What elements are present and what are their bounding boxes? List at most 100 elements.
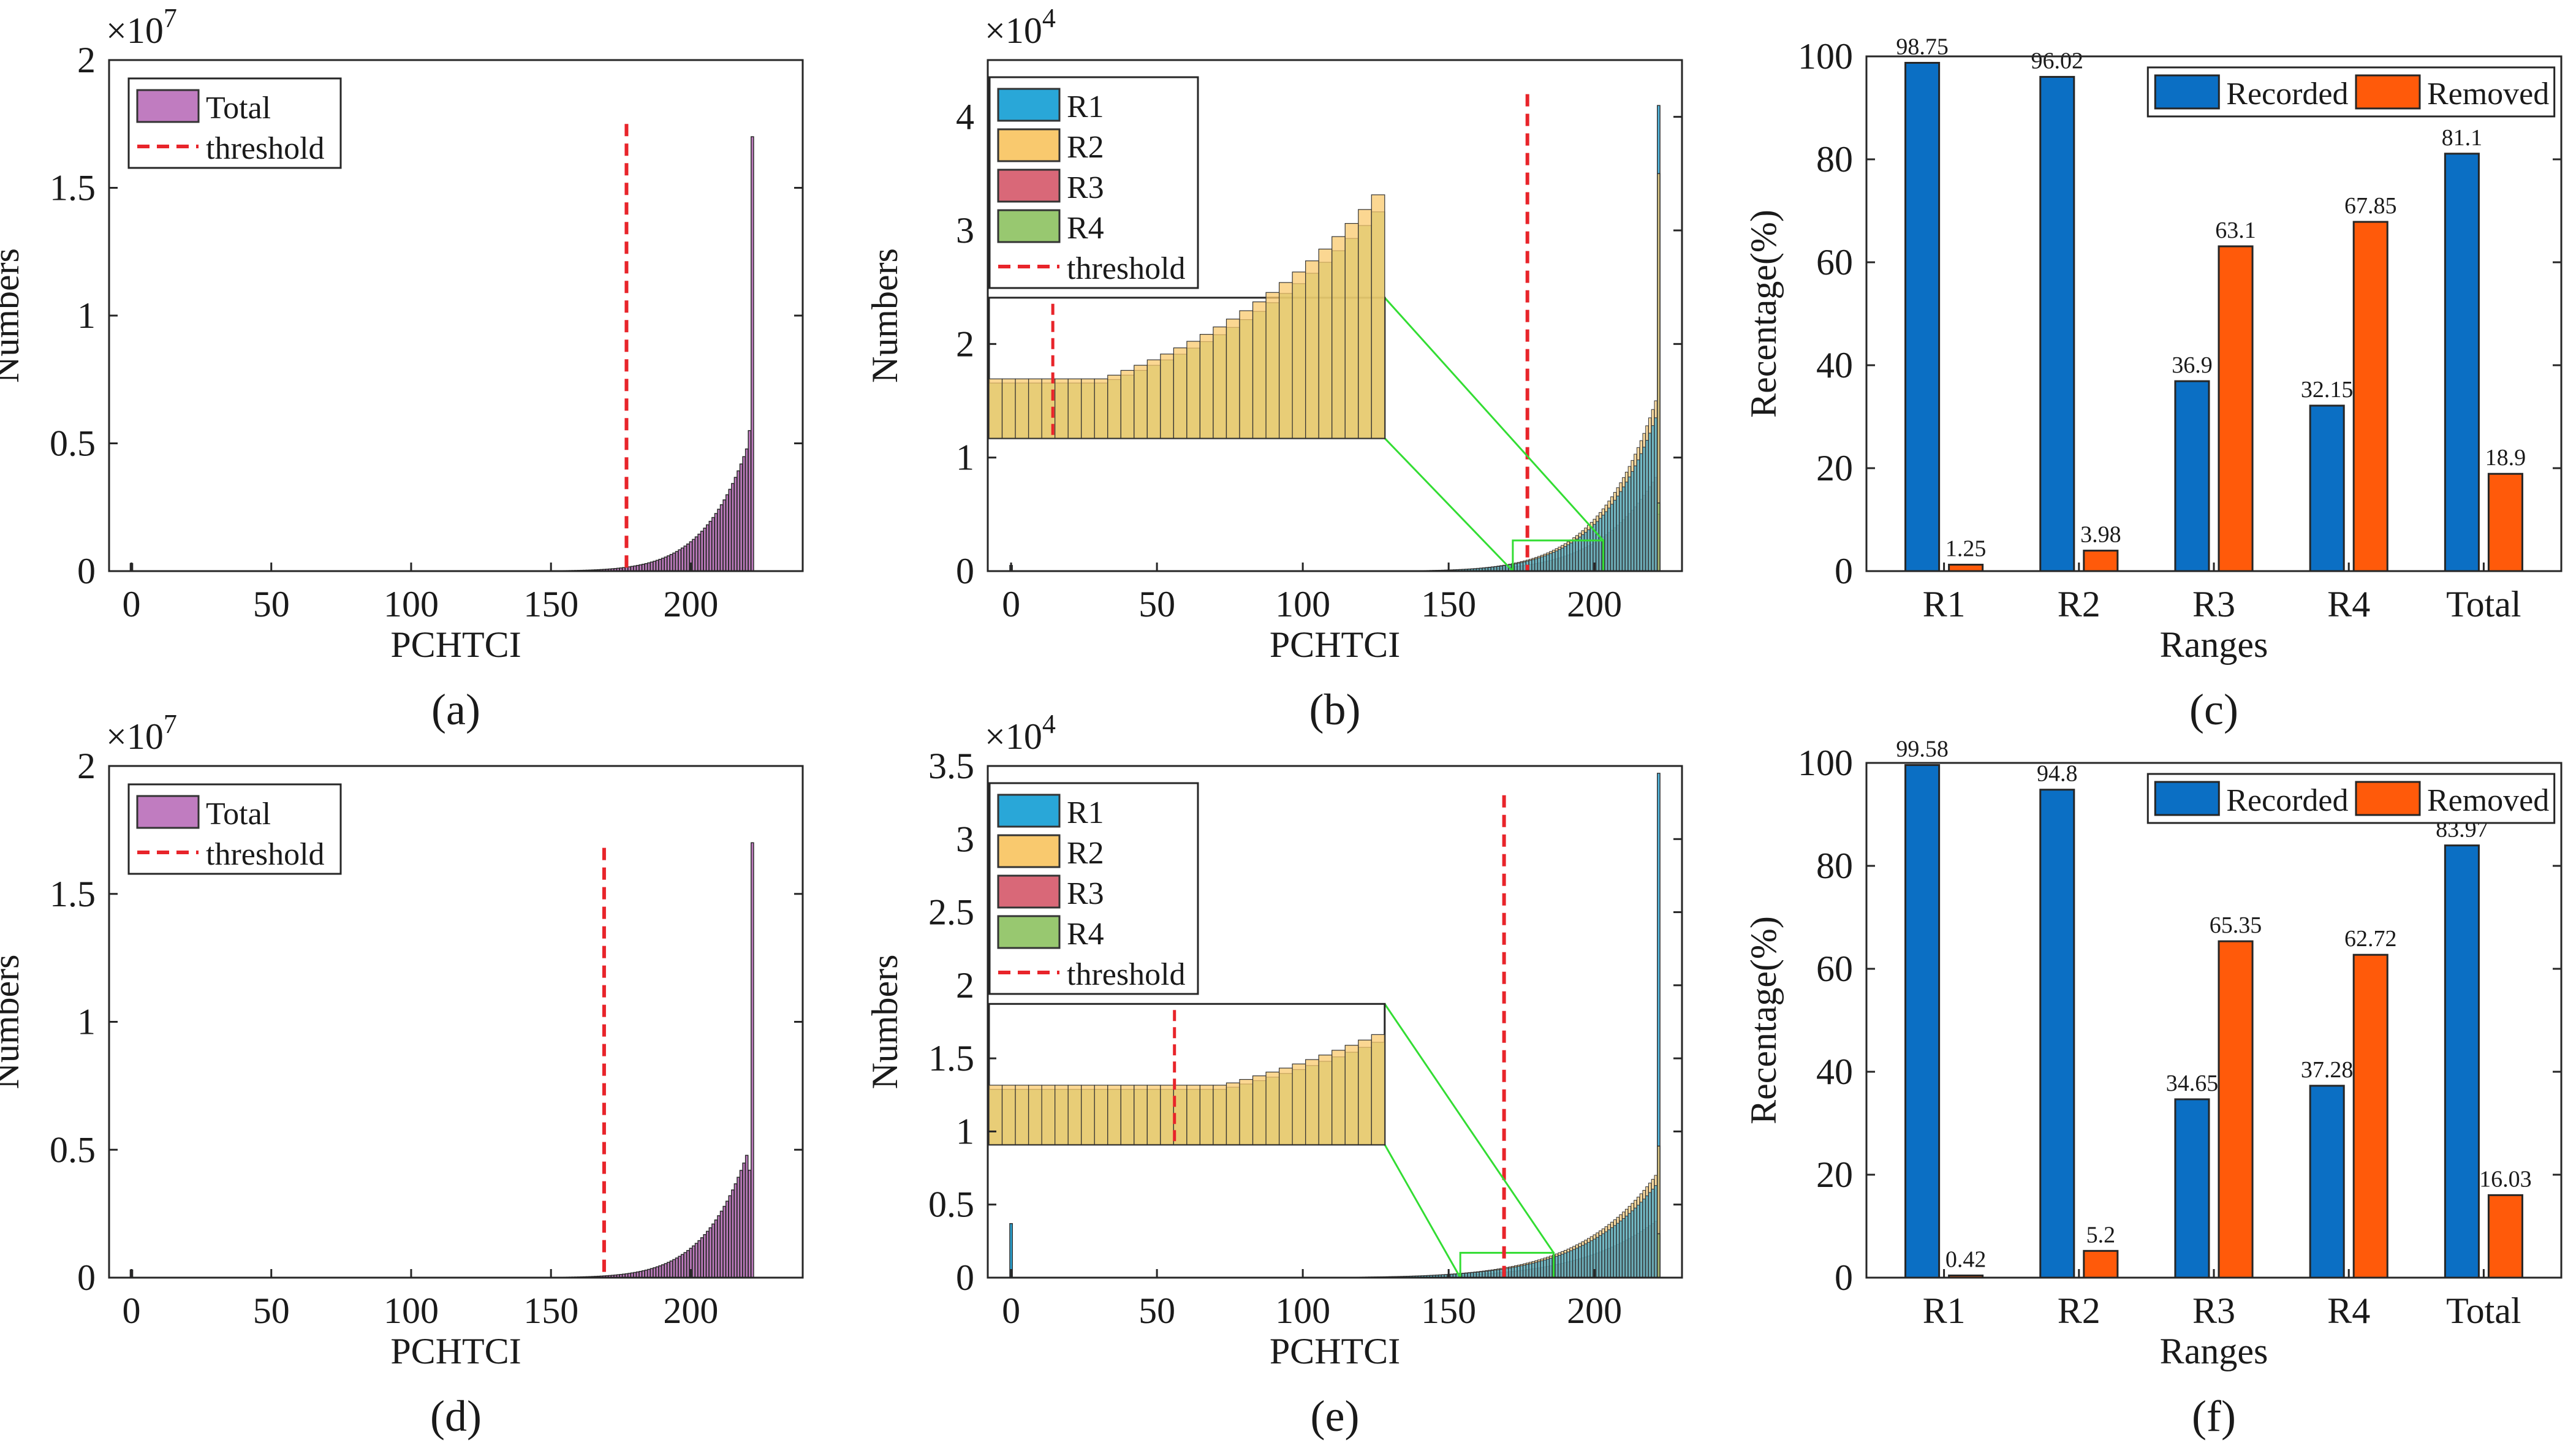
inset-bar-R2	[1278, 1067, 1293, 1145]
histogram-bar	[680, 547, 684, 572]
x-tick-label: 0	[1002, 1291, 1020, 1331]
histogram-bar-R1	[1485, 1271, 1488, 1278]
chart-panel-f: 99.5894.834.6537.2883.970.425.265.3562.7…	[1743, 737, 2563, 1441]
histogram-bar	[638, 1271, 643, 1278]
histogram-bar	[744, 448, 749, 572]
histogram-bar	[744, 1154, 749, 1278]
histogram-bar-R1	[1555, 1256, 1558, 1278]
histogram-bar-R1	[1584, 532, 1588, 572]
legend-label: R4	[1067, 211, 1104, 246]
histogram-bar-R1	[1651, 1188, 1655, 1278]
histogram-bar	[742, 456, 746, 572]
histogram-bar	[658, 1265, 662, 1278]
histogram-bar	[692, 1245, 695, 1278]
histogram-bar	[672, 1259, 676, 1278]
zoom-connector	[1384, 1003, 1555, 1254]
x-tick-label: 50	[253, 584, 290, 624]
legend-swatch	[997, 88, 1061, 122]
x-axis-label: PCHTCI	[1270, 624, 1400, 665]
inset-bar-R2	[1252, 1075, 1267, 1145]
legend-swatch	[997, 874, 1061, 909]
histogram-bar-R1	[1508, 1267, 1512, 1278]
legend-label: threshold	[206, 131, 325, 166]
x-tick-label: 100	[384, 584, 439, 624]
bar-removed	[2352, 953, 2388, 1279]
data-label: 67.85	[2344, 193, 2397, 219]
histogram-bar-R1	[1589, 1240, 1594, 1278]
inset-bar-R2	[1134, 365, 1148, 439]
y-tick-label: 2.5	[928, 892, 974, 933]
bar-removed	[2083, 1249, 2119, 1279]
histogram-bar-R1	[1622, 487, 1626, 572]
inset-bar-R2	[1371, 194, 1385, 439]
histogram-bar	[739, 463, 743, 572]
x-axis-label: PCHTCI	[390, 1331, 521, 1371]
histogram-bar	[725, 494, 729, 572]
x-tick-label: 200	[1567, 1291, 1622, 1331]
histogram-bar-R1	[1561, 547, 1564, 572]
x-tick-label: R4	[2327, 1291, 2370, 1331]
histogram-bar-R1	[1634, 1207, 1637, 1278]
bar-removed	[1948, 564, 1984, 572]
chart-panel-c: 98.7596.0236.932.1581.11.253.9863.167.85…	[1743, 34, 2563, 734]
inset-bar-R2	[1292, 1063, 1306, 1145]
x-tick-label: 100	[1275, 1291, 1330, 1331]
x-tick-label: 200	[1567, 584, 1622, 624]
y-tick-label: 1.5	[928, 1038, 974, 1078]
inset-bar-R2	[1028, 1085, 1042, 1145]
inset-bar-R2	[1146, 1085, 1161, 1145]
histogram-bar	[694, 1243, 699, 1278]
histogram-bar-R1	[1572, 540, 1576, 572]
histogram-bar-R1	[1578, 1246, 1582, 1278]
x-axis-label: PCHTCI	[390, 624, 521, 665]
chart-panel-d: 0 0.5 1 1.5 2 0 50 100 150 200 ×107 Total threshold P…	[0, 709, 804, 1441]
y-tick-label: 4	[956, 97, 974, 137]
histogram-bar-R1	[1651, 425, 1655, 572]
inset-bar-R2	[1225, 1082, 1240, 1145]
inset-bar-R2	[1213, 326, 1227, 439]
histogram-bar	[664, 1263, 668, 1278]
inset-bar-R2	[1107, 1085, 1121, 1145]
legend-swatch	[997, 915, 1061, 949]
bar-removed	[2352, 221, 2388, 572]
histogram-bar	[708, 1227, 713, 1278]
y-tick-label: 80	[1816, 846, 1853, 886]
x-tick-label: 0	[123, 1291, 141, 1331]
y-tick-label: 100	[1798, 36, 1853, 77]
inset-bar-R2	[1239, 310, 1254, 439]
axis-exponent: ×104	[985, 3, 1056, 51]
histogram-bar-R1	[1599, 518, 1602, 572]
inset-bar-R2	[1186, 341, 1201, 439]
histogram-bar-R1	[1499, 1268, 1503, 1278]
x-axis-label: Ranges	[2160, 624, 2268, 665]
histogram-bar	[711, 1223, 715, 1278]
inset-bar-R2	[1186, 1085, 1201, 1145]
histogram-bar	[686, 1249, 690, 1278]
histogram-bar-R1	[1619, 1220, 1623, 1278]
inset-bar-R2	[988, 1085, 1003, 1145]
bar-recorded	[2309, 404, 2345, 572]
bar-recorded	[1904, 764, 1941, 1279]
histogram-bar	[748, 430, 752, 572]
inset-bar-R2	[1358, 1039, 1372, 1145]
histogram-bar-R1	[1563, 1253, 1567, 1278]
histogram-bar	[737, 470, 740, 572]
histogram-bar	[708, 520, 713, 572]
histogram-bar	[700, 531, 704, 572]
histogram-bar-R1	[1639, 1202, 1643, 1278]
x-tick-label: 0	[123, 584, 141, 624]
histogram-bar	[697, 533, 701, 572]
histogram-bar	[664, 556, 668, 572]
inset-bar-R2	[1028, 378, 1042, 439]
histogram-bar	[717, 509, 721, 572]
x-tick-label: 100	[384, 1291, 439, 1331]
x-tick-label: Total	[2446, 584, 2521, 624]
legend-label: threshold	[1067, 251, 1186, 286]
x-axis-label: PCHTCI	[1270, 1331, 1400, 1371]
histogram-bar	[733, 477, 738, 572]
y-tick-label: 0	[1835, 551, 1853, 591]
inset-bar-R2	[1081, 378, 1095, 439]
histogram-bar	[642, 1270, 645, 1278]
panel-caption: (b)	[1309, 685, 1361, 734]
inset-bar-R2	[1041, 1085, 1056, 1145]
